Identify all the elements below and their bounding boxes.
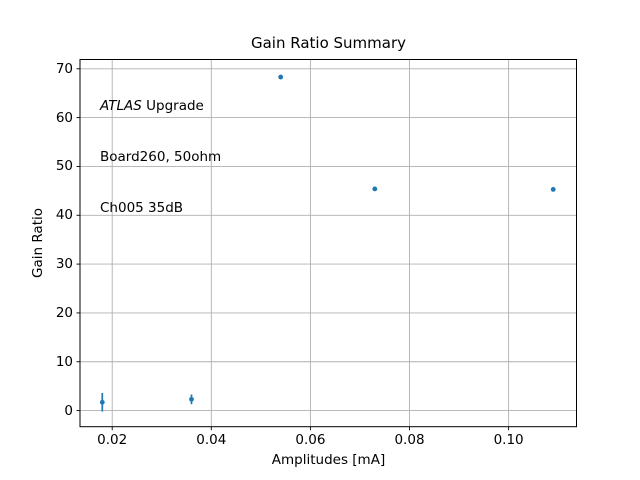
x-tick-label: 0.06 xyxy=(295,432,326,448)
x-tick-label: 0.08 xyxy=(394,432,425,448)
data-point xyxy=(278,74,284,80)
y-tick-label: 10 xyxy=(55,353,73,370)
data-point xyxy=(189,396,194,402)
data-point xyxy=(550,186,556,192)
annotation-line-2: Board260, 50ohm xyxy=(100,149,222,165)
y-tick-label: 0 xyxy=(64,402,73,419)
chart-title: Gain Ratio Summary xyxy=(250,34,407,52)
y-tick-label: 20 xyxy=(55,304,73,321)
annotation-experiment-name: ATLAS xyxy=(100,98,142,114)
x-tick-label: 0.10 xyxy=(493,432,524,448)
x-tick-label: 0.04 xyxy=(196,432,227,448)
x-tick-label: 0.02 xyxy=(97,432,128,448)
annotation: ATLAS Upgrade Board260, 50ohm Ch005 35dB xyxy=(100,64,221,251)
annotation-line-1-rest: Upgrade xyxy=(141,98,204,114)
data-point xyxy=(372,186,378,192)
data-point xyxy=(99,399,105,405)
y-tick-label: 30 xyxy=(55,256,73,273)
axes-spines xyxy=(79,59,577,428)
y-tick-label: 50 xyxy=(55,158,73,175)
y-tick-label: 60 xyxy=(55,109,73,126)
annotation-line-1: ATLAS Upgrade xyxy=(100,98,221,115)
x-axis-label: Amplitudes [mA] xyxy=(271,452,386,468)
annotation-line-3: Ch005 35dB xyxy=(100,200,184,216)
y-tick-label: 70 xyxy=(55,60,73,77)
y-tick-label: 40 xyxy=(55,207,73,224)
